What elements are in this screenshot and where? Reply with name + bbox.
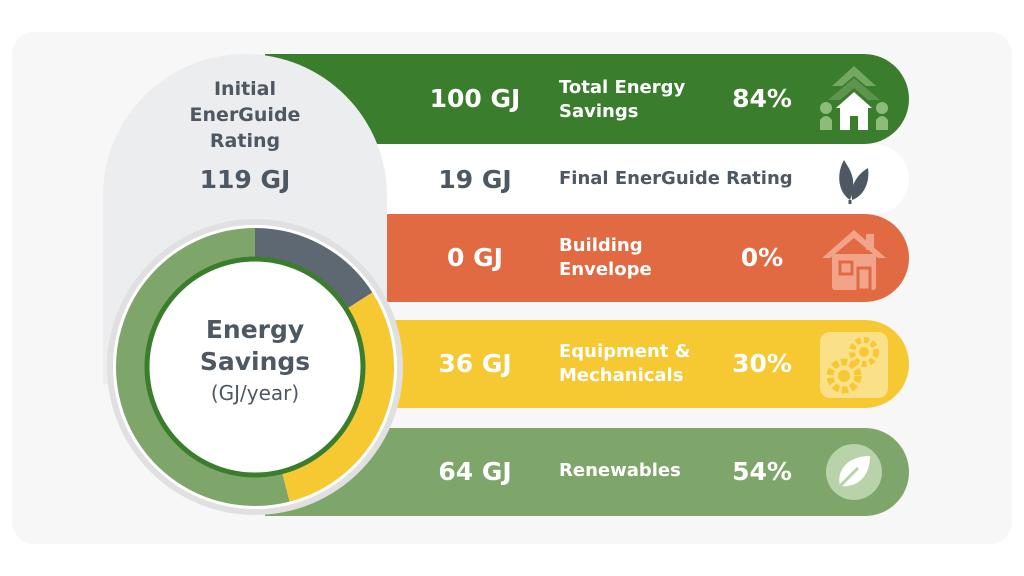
donut-segment-remaining — [254, 228, 373, 309]
donut-segment-equipment — [281, 292, 394, 502]
donut-subtitle: (GJ/year) — [210, 381, 300, 405]
initial-rating-label: Initial EnerGuide Rating — [189, 78, 301, 152]
total-savings-label: Total Energy Savings — [559, 77, 686, 122]
equipment-percent: 30% — [732, 349, 792, 378]
gears-icon — [818, 330, 890, 404]
building-envelope-label: Building Envelope — [559, 235, 652, 280]
initial-rating-value: 119 GJ — [199, 165, 291, 194]
donut-center-label: Energy Savings (GJ/year) — [150, 314, 360, 408]
renewables-percent: 54% — [732, 457, 792, 486]
leaf-icon — [834, 152, 872, 208]
total-savings-value: 100 GJ — [429, 84, 521, 113]
energy-savings-donut — [107, 219, 403, 515]
leaf-circle-icon — [822, 440, 886, 508]
house-savings-icon — [818, 64, 890, 138]
equipment-label: Equipment & Mechanicals — [559, 341, 691, 386]
house-outline-icon — [818, 224, 890, 298]
donut-title: Energy Savings — [199, 315, 311, 376]
renewables-label: Renewables — [559, 460, 681, 481]
building-envelope-value: 0 GJ — [447, 243, 503, 272]
equipment-value: 36 GJ — [438, 349, 512, 378]
building-envelope-percent: 0% — [740, 243, 784, 272]
donut-segment-renewables — [116, 228, 290, 506]
final-rating-label: Final EnerGuide Rating — [559, 168, 793, 189]
final-rating-value: 19 GJ — [438, 165, 512, 194]
renewables-value: 64 GJ — [438, 457, 512, 486]
total-savings-percent: 84% — [732, 84, 792, 113]
total-savings-band — [265, 54, 909, 144]
